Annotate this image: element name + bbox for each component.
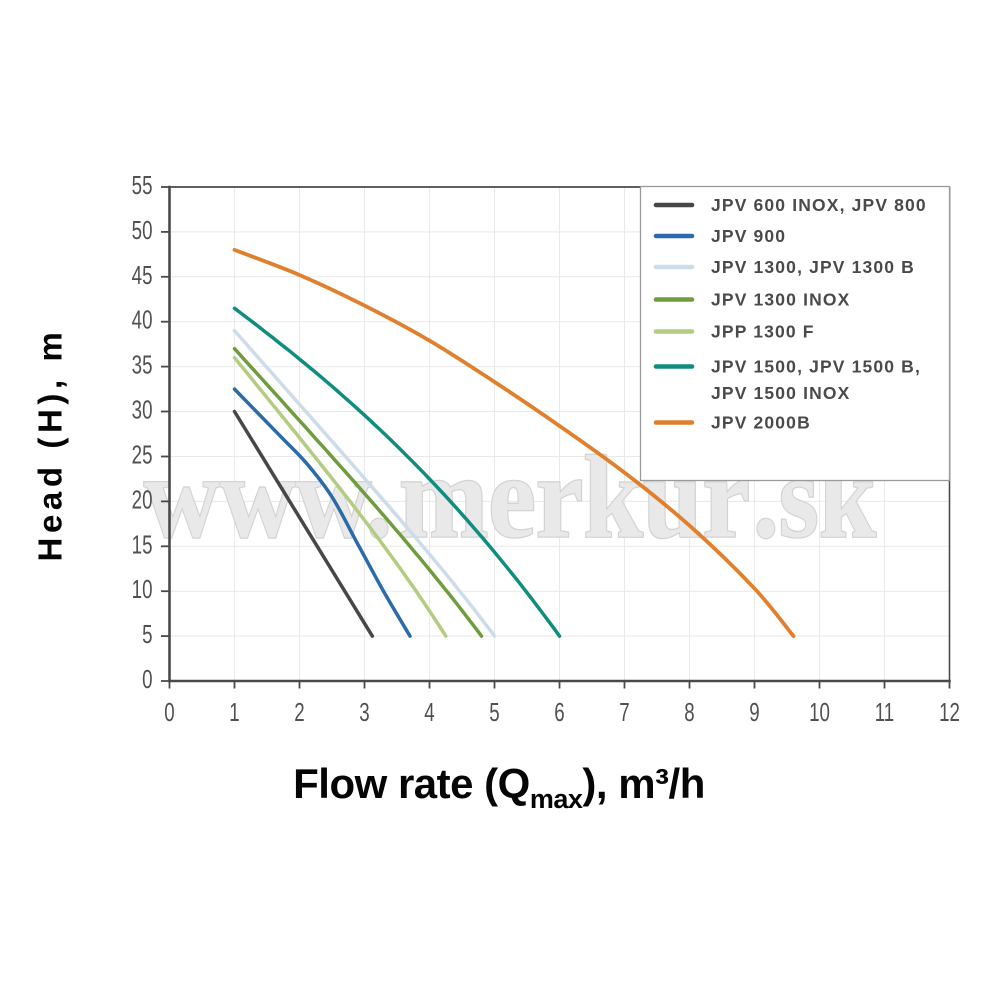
svg-text:8: 8 <box>684 697 694 727</box>
svg-text:JPV 1300, JPV 1300 B: JPV 1300, JPV 1300 B <box>711 257 915 277</box>
svg-text:JPV 600 INOX, JPV 800: JPV 600 INOX, JPV 800 <box>711 195 927 215</box>
svg-text:JPV 1300 INOX: JPV 1300 INOX <box>711 290 850 310</box>
svg-text:Head (H), m: Head (H), m <box>32 328 69 562</box>
svg-text:JPV 900: JPV 900 <box>711 226 786 246</box>
svg-text:JPP 1300 F: JPP 1300 F <box>711 322 815 342</box>
svg-text:JPV 1500, JPV 1500 B,: JPV 1500, JPV 1500 B, <box>711 357 921 377</box>
svg-text:4: 4 <box>424 697 434 727</box>
svg-text:11: 11 <box>875 697 894 727</box>
svg-text:JPV 2000B: JPV 2000B <box>711 413 811 433</box>
svg-text:1: 1 <box>229 697 239 727</box>
svg-text:40: 40 <box>132 305 153 335</box>
svg-text:50: 50 <box>132 215 153 245</box>
svg-text:3: 3 <box>359 697 369 727</box>
svg-text:JPV 1500 INOX: JPV 1500 INOX <box>711 383 850 403</box>
svg-text:5: 5 <box>142 619 152 649</box>
svg-text:55: 55 <box>132 170 153 200</box>
svg-text:www.: www. <box>144 432 392 563</box>
svg-text:0: 0 <box>142 664 152 694</box>
svg-text:15: 15 <box>132 529 153 559</box>
svg-text:12: 12 <box>939 697 960 727</box>
svg-text:5: 5 <box>489 697 499 727</box>
svg-text:10: 10 <box>132 574 153 604</box>
svg-text:20: 20 <box>132 484 153 514</box>
svg-text:Flow rate (Qmax), m³/h: Flow rate (Qmax), m³/h <box>293 760 705 814</box>
svg-text:0: 0 <box>164 697 174 727</box>
svg-text:45: 45 <box>132 260 153 290</box>
svg-text:7: 7 <box>619 697 629 727</box>
svg-text:10: 10 <box>809 697 830 727</box>
svg-text:6: 6 <box>554 697 564 727</box>
svg-text:35: 35 <box>132 349 153 379</box>
svg-text:9: 9 <box>749 697 759 727</box>
svg-text:30: 30 <box>132 394 153 424</box>
svg-text:25: 25 <box>132 439 153 469</box>
svg-text:2: 2 <box>294 697 304 727</box>
